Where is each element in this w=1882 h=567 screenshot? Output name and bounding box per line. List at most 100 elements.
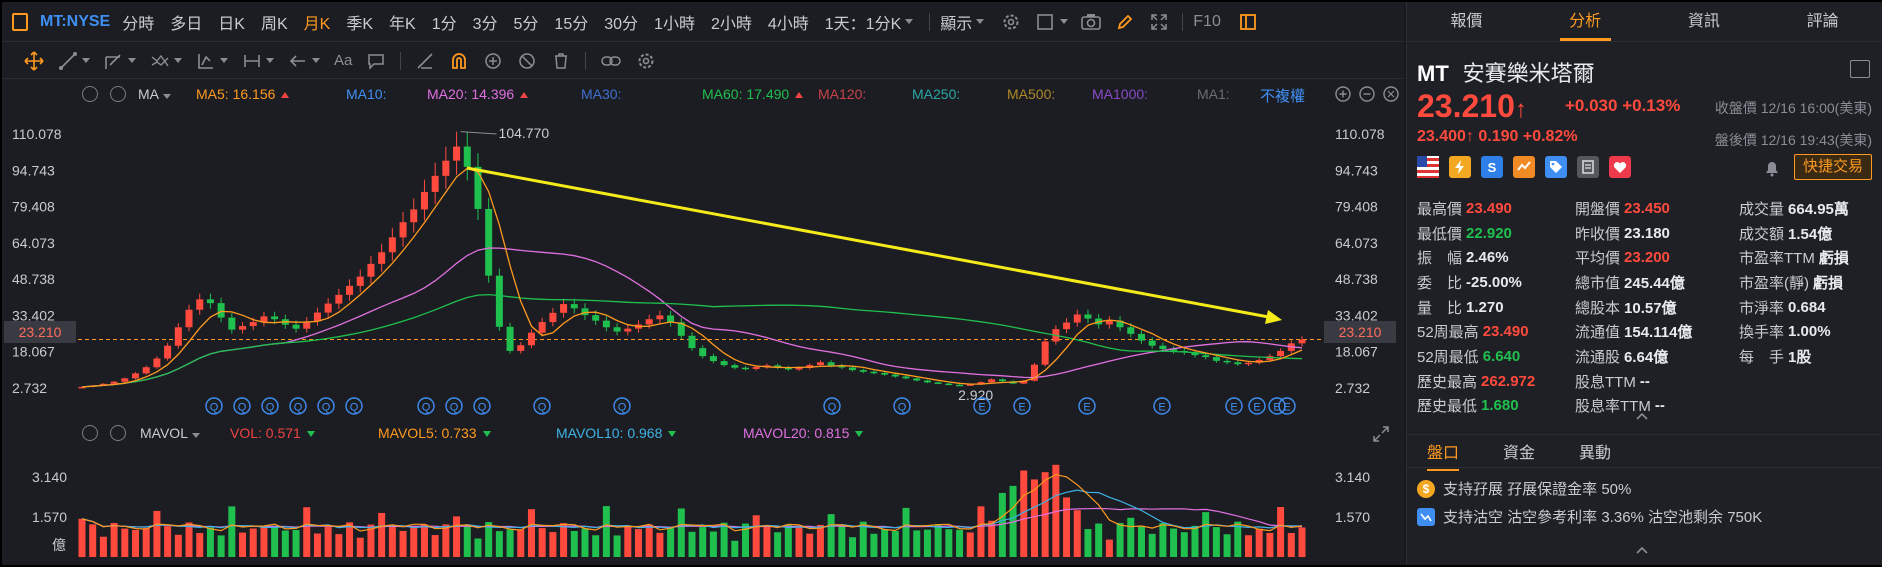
pattern-tool-icon[interactable]: [150, 49, 182, 73]
expand-icon[interactable]: [1148, 11, 1170, 33]
current-price-tag-left: 23.210: [4, 321, 76, 343]
period-tab[interactable]: 月K: [303, 15, 331, 33]
gear-icon[interactable]: [1000, 11, 1022, 33]
period-tab[interactable]: 3分: [472, 15, 498, 33]
heart-icon[interactable]: [1609, 156, 1631, 178]
period-tab[interactable]: 1分: [431, 15, 457, 33]
link-icon[interactable]: [600, 49, 622, 73]
period-tab[interactable]: 多日: [170, 15, 203, 33]
candle: [217, 303, 225, 318]
document-icon[interactable]: [1577, 156, 1599, 178]
period-tab[interactable]: 4小時: [767, 15, 809, 33]
candle: [849, 367, 857, 371]
panel-tab[interactable]: 評論: [1806, 13, 1839, 30]
candle: [581, 308, 589, 316]
lightning-icon[interactable]: [1449, 156, 1471, 178]
period-tab[interactable]: 年K: [389, 15, 416, 33]
candle: [784, 367, 792, 370]
period-tab[interactable]: 2小時: [710, 15, 752, 33]
y-tick-label-left: 110.078: [12, 126, 62, 142]
gear-icon[interactable]: [82, 86, 98, 102]
minus-icon[interactable]: [1359, 86, 1375, 102]
panel-toggle-icon[interactable]: [1237, 11, 1259, 33]
period-tab[interactable]: 5分: [513, 15, 539, 33]
volume-bar: [399, 530, 407, 557]
high-annotation: 104.770: [499, 125, 550, 141]
stat-label: 振 幅: [1417, 250, 1463, 268]
candle: [1255, 359, 1263, 363]
symbol-label[interactable]: MT:NYSE: [40, 12, 111, 30]
y-tick-label-left: 18.067: [12, 344, 55, 360]
f10-button[interactable]: F10: [1193, 12, 1221, 30]
text-tool-button[interactable]: Aa: [334, 52, 353, 69]
period-tab[interactable]: 分時: [122, 15, 155, 33]
stat-value: --: [1654, 397, 1665, 415]
us-flag-icon[interactable]: [1417, 156, 1439, 178]
trash-icon[interactable]: [551, 49, 571, 73]
sub-tab[interactable]: 盤口: [1427, 439, 1460, 471]
expand-icon[interactable]: [1372, 425, 1390, 443]
event-marker-label: Q: [238, 402, 247, 414]
layout-icon[interactable]: [12, 12, 28, 31]
chart-badge-icon[interactable]: [1513, 156, 1535, 178]
pencil-icon[interactable]: [1114, 11, 1136, 33]
sub-tab[interactable]: 異動: [1579, 445, 1612, 462]
chevron-up-icon[interactable]: [1635, 545, 1649, 555]
measure-tool-icon[interactable]: [242, 49, 274, 73]
stat-label: 股息TTM: [1575, 373, 1636, 391]
ma-label[interactable]: MA: [138, 86, 171, 102]
close-icon[interactable]: [110, 425, 126, 441]
period-tab[interactable]: 1小時: [654, 15, 695, 33]
mavol-label[interactable]: MAVOL: [140, 425, 200, 441]
sub-tab[interactable]: 資金: [1503, 445, 1536, 462]
event-marker: [893, 397, 911, 415]
panel-tab[interactable]: 分析: [1526, 2, 1645, 41]
window-icon[interactable]: [1850, 60, 1870, 78]
chevron-up-icon[interactable]: [1635, 411, 1649, 421]
period-tab[interactable]: 周K: [260, 15, 288, 33]
line-tool-icon[interactable]: [58, 49, 90, 73]
stat-value: 23.490: [1466, 199, 1512, 217]
fib-tool-icon[interactable]: [196, 49, 228, 73]
crosshair-icon[interactable]: [24, 49, 44, 73]
reset-icon[interactable]: [1383, 86, 1399, 102]
lock-icon[interactable]: [483, 49, 503, 73]
hide-icon[interactable]: [517, 49, 537, 73]
checkbox-icon[interactable]: [1034, 11, 1056, 33]
add-icon[interactable]: [1335, 86, 1351, 102]
event-marker: [205, 397, 223, 415]
stat-cell: 振 幅 2.46%: [1417, 247, 1575, 268]
panel-tab[interactable]: 資訊: [1687, 13, 1720, 30]
volume-bar: [988, 520, 996, 557]
period-tab[interactable]: 季K: [346, 15, 374, 33]
volume-bar: [346, 522, 354, 557]
bell-icon[interactable]: [1762, 158, 1782, 178]
arrow-tool-icon[interactable]: [288, 49, 320, 73]
unadjusted-select[interactable]: 不複權: [1260, 88, 1306, 105]
price-chart[interactable]: 110.078 110.078 94.743 94.743 79.408 79.408 64…: [2, 106, 1404, 565]
gear-icon[interactable]: [82, 425, 98, 441]
candle: [474, 166, 482, 209]
magnet-icon[interactable]: [449, 49, 469, 73]
display-menu[interactable]: 顯示: [940, 10, 985, 34]
tag-icon[interactable]: [1545, 156, 1567, 178]
candle: [1073, 314, 1081, 323]
period-tab[interactable]: 30分: [604, 15, 639, 33]
stat-value: 23.450: [1624, 199, 1670, 217]
range-select[interactable]: 1天：1分K: [825, 10, 914, 34]
stat-cell: 總股本 10.57億: [1575, 297, 1739, 318]
camera-icon[interactable]: [1080, 11, 1102, 33]
period-tab[interactable]: 15分: [554, 15, 589, 33]
fast-trade-button[interactable]: 快捷交易: [1793, 154, 1872, 180]
settings-icon[interactable]: [636, 49, 656, 73]
channel-tool-icon[interactable]: [104, 49, 136, 73]
comment-tool-icon[interactable]: [366, 49, 386, 73]
volume-bar: [142, 527, 150, 557]
panel-tab[interactable]: 報價: [1450, 13, 1483, 30]
short-icon[interactable]: S: [1481, 156, 1503, 178]
stats-grid: 最高價 23.490 開盤價 23.450 成交量 664.95萬 最低價 22.920 昨收價…: [1417, 196, 1873, 418]
chevron-down-icon[interactable]: [1060, 19, 1069, 24]
close-icon[interactable]: [110, 86, 126, 102]
period-tab[interactable]: 日K: [218, 15, 245, 33]
ruler-icon[interactable]: [415, 49, 435, 73]
